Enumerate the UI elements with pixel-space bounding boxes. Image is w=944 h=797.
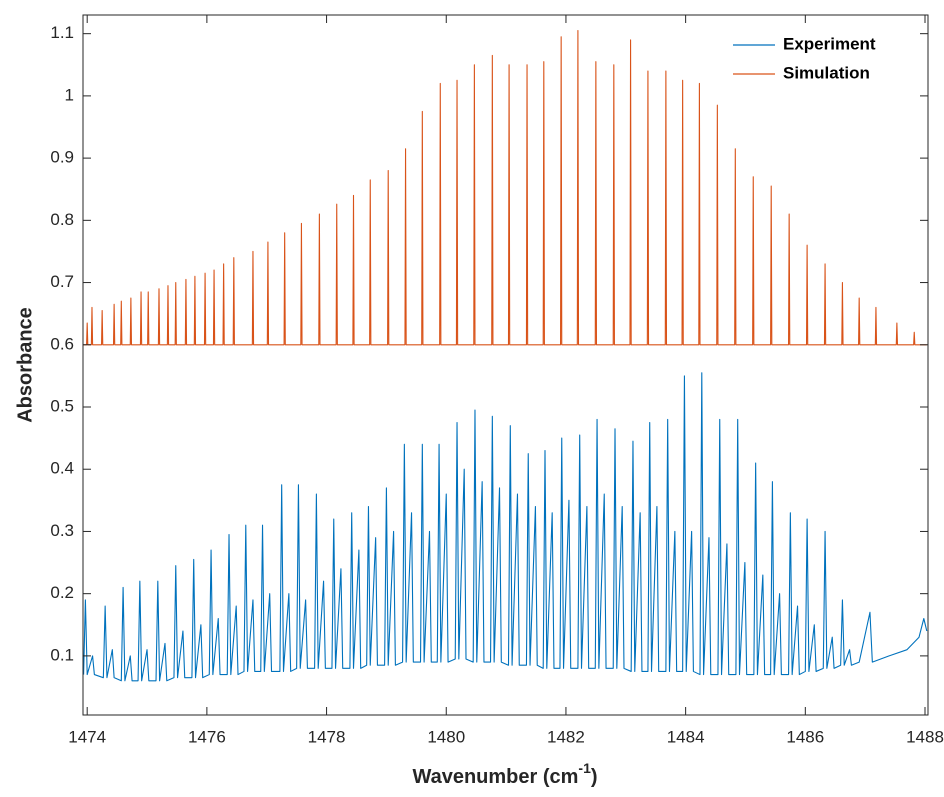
plot-frame — [82, 14, 929, 716]
x-tick-label: 1488 — [906, 727, 944, 746]
y-tick-label: 0.1 — [50, 645, 74, 664]
y-tick-label: 0.8 — [50, 210, 74, 229]
y-tick-label: 0.2 — [50, 583, 74, 602]
y-tick-label: 1.1 — [50, 23, 74, 42]
series-line — [83, 30, 927, 346]
x-axis-label-text: Wavenumber (cm — [412, 766, 578, 788]
x-tick-label: 1480 — [427, 727, 465, 746]
y-tick-label: 0.3 — [50, 521, 74, 540]
y-tick-label: 0.9 — [50, 148, 74, 167]
x-tick-label: 1484 — [667, 727, 705, 746]
x-tick-label: 1486 — [786, 727, 824, 746]
y-tick-label: 0.4 — [50, 459, 74, 478]
x-axis-label: Wavenumber (cm-1) — [412, 760, 597, 789]
y-tick-label: 1 — [65, 85, 74, 104]
x-tick-label: 1478 — [308, 727, 346, 746]
legend-label: Experiment — [783, 34, 876, 53]
legend-label: Simulation — [783, 63, 870, 82]
x-tick-label: 1474 — [68, 727, 106, 746]
x-tick-label: 1482 — [547, 727, 585, 746]
series-line — [83, 372, 928, 682]
y-tick-label: 0.5 — [50, 396, 74, 415]
y-tick-label: 0.7 — [50, 272, 74, 291]
x-axis-label-end: ) — [591, 766, 598, 788]
y-tick-label: 0.6 — [50, 334, 74, 353]
y-axis-label: Absorbance — [14, 307, 36, 423]
x-tick-label: 1476 — [188, 727, 226, 746]
x-axis-label-sup: -1 — [578, 760, 591, 776]
